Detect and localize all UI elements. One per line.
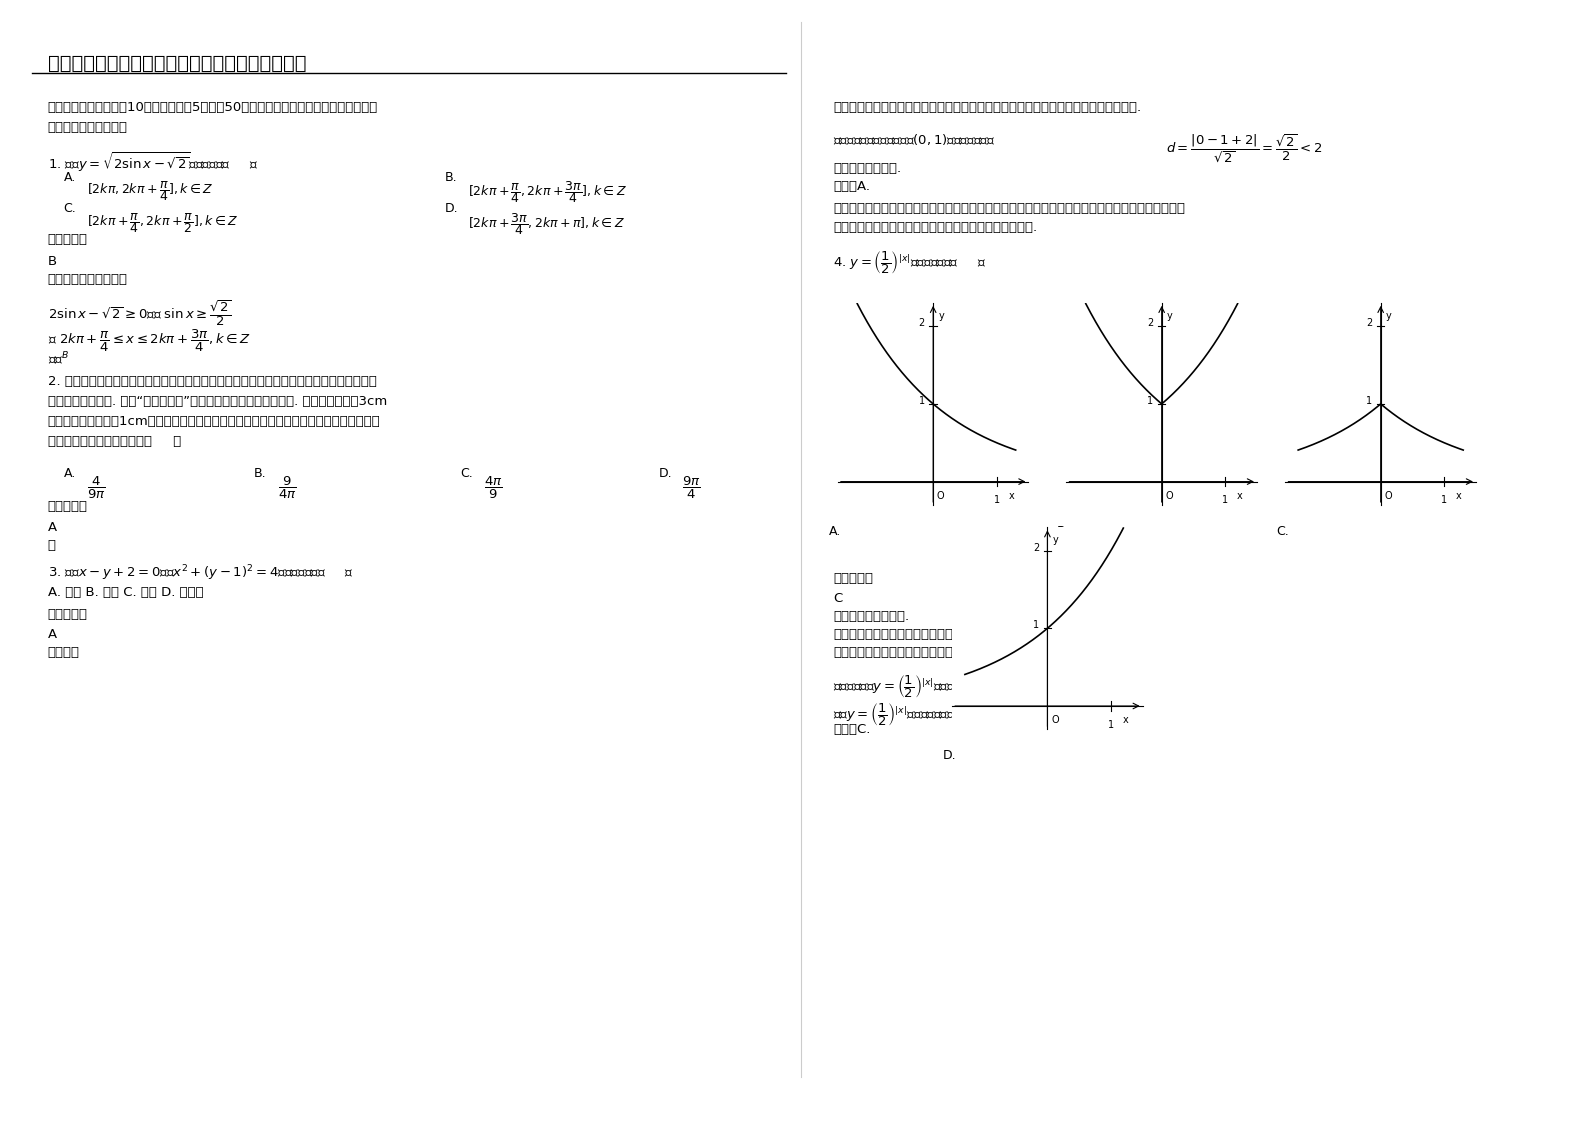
- Text: 【详解】由题意，可得圆心$(0,1)$到直线的距离为: 【详解】由题意，可得圆心$(0,1)$到直线的距离为: [833, 132, 995, 147]
- Text: 参考答案：: 参考答案：: [48, 608, 87, 622]
- Text: 【解答】解：$y=\left(\dfrac{1}{2}\right)^{|x|}$是偶函数，当$x>0$时，可得$y=\left(\dfrac{1}{2}\ri: 【解答】解：$y=\left(\dfrac{1}{2}\right)^{|x|}…: [833, 673, 1122, 700]
- Text: 1: 1: [1366, 396, 1373, 406]
- Text: $d=\dfrac{|0-1+2|}{\sqrt{2}}=\dfrac{\sqrt{2}}{2}<2$: $d=\dfrac{|0-1+2|}{\sqrt{2}}=\dfrac{\sqr…: [1166, 132, 1324, 165]
- Text: $[2k\pi, 2k\pi+\dfrac{\pi}{4}], k\in Z$: $[2k\pi, 2k\pi+\dfrac{\pi}{4}], k\in Z$: [87, 180, 214, 203]
- Text: $[2k\pi+\dfrac{\pi}{4}, 2k\pi+\dfrac{\pi}{2}], k\in Z$: $[2k\pi+\dfrac{\pi}{4}, 2k\pi+\dfrac{\pi…: [87, 211, 238, 234]
- Text: A: A: [48, 521, 57, 534]
- Text: 江西省新余市钤峰中学高一数学理模拟试题含解析: 江西省新余市钤峰中学高一数学理模拟试题含解析: [48, 54, 306, 73]
- Text: B.: B.: [254, 467, 267, 480]
- Text: 1: 1: [1147, 396, 1154, 406]
- Text: O: O: [936, 490, 944, 500]
- Text: 1: 1: [1108, 719, 1114, 729]
- Text: 所以直线与圆相交.: 所以直线与圆相交.: [833, 162, 901, 175]
- Text: D.: D.: [444, 202, 459, 215]
- Text: C.: C.: [1276, 525, 1289, 539]
- Text: 1: 1: [1441, 495, 1447, 505]
- Text: A: A: [48, 628, 57, 642]
- Text: C.: C.: [460, 467, 473, 480]
- Text: O: O: [1051, 715, 1059, 725]
- Text: $\dfrac{4}{9\pi}$: $\dfrac{4}{9\pi}$: [87, 475, 106, 500]
- Text: D.: D.: [659, 467, 673, 480]
- Text: $[2k\pi+\dfrac{3\pi}{4}, 2k\pi+\pi], k\in Z$: $[2k\pi+\dfrac{3\pi}{4}, 2k\pi+\pi], k\i…: [468, 211, 625, 237]
- Text: A. 相交 B. 相切 C. 相离 D. 不确定: A. 相交 B. 相切 C. 相离 D. 不确定: [48, 586, 203, 599]
- Text: y: y: [1052, 535, 1059, 545]
- Text: B.: B.: [1057, 525, 1070, 539]
- Text: 要求函数的定义域，则: 要求函数的定义域，则: [48, 273, 127, 286]
- Text: B: B: [48, 255, 57, 268]
- Text: 则 $2k\pi+\dfrac{\pi}{4}\leq x\leq 2k\pi+\dfrac{3\pi}{4}, k\in Z$: 则 $2k\pi+\dfrac{\pi}{4}\leq x\leq 2k\pi+…: [48, 328, 251, 353]
- Text: C.: C.: [63, 202, 76, 215]
- Text: 是一个符合题目要求的: 是一个符合题目要求的: [48, 121, 127, 135]
- Text: 1: 1: [919, 396, 925, 406]
- Text: 1: 1: [1222, 495, 1228, 505]
- Text: $2\sin x - \sqrt{2}\geq 0$，即 $\sin x\geq\dfrac{\sqrt{2}}{2}$: $2\sin x - \sqrt{2}\geq 0$，即 $\sin x\geq…: [48, 298, 232, 329]
- Text: 参考答案：: 参考答案：: [48, 233, 87, 247]
- Text: 4. $y=\left(\dfrac{1}{2}\right)^{|x|}$的函数图象是（     ）: 4. $y=\left(\dfrac{1}{2}\right)^{|x|}$的函…: [833, 249, 987, 276]
- Text: A.: A.: [828, 525, 841, 539]
- Text: 参考答案：: 参考答案：: [48, 500, 87, 514]
- Text: 钱孔入，而钱不湿. 可见“行行出状元”，卖油翁的技艺让人叹为观止. 若铜钱是直径为3cm: 钱孔入，而钱不湿. 可见“行行出状元”，卖油翁的技艺让人叹为观止. 若铜钱是直径…: [48, 395, 387, 408]
- Text: y: y: [1385, 311, 1392, 321]
- Text: 【专题】计算题；规律型；函数思想；方程思想；函数的性质及应用.: 【专题】计算题；规律型；函数思想；方程思想；函数的性质及应用.: [833, 628, 1078, 642]
- Text: 所以$y=\left(\dfrac{1}{2}\right)^{|x|}$的函数图象是：C.: 所以$y=\left(\dfrac{1}{2}\right)^{|x|}$的函数…: [833, 701, 968, 728]
- Text: y: y: [1166, 311, 1173, 321]
- Text: O: O: [1384, 490, 1392, 500]
- Text: 略: 略: [48, 539, 56, 552]
- Text: 1. 函数$y=\sqrt{2\sin x-\sqrt{2}}$的定义域为（     ）: 1. 函数$y=\sqrt{2\sin x-\sqrt{2}}$的定义域为（ ）: [48, 150, 259, 174]
- Text: 是解答的关键，着重考查了推理与计算能力，属于基础题.: 是解答的关键，着重考查了推理与计算能力，属于基础题.: [833, 221, 1038, 234]
- Text: x: x: [1236, 490, 1243, 500]
- Text: 不计）正好落入孔中的概率（     ）: 不计）正好落入孔中的概率（ ）: [48, 435, 181, 449]
- Text: 3. 直线$x-y+2=0$与圆$x^2+(y-1)^2=4$的位置关系是（     ）: 3. 直线$x-y+2=0$与圆$x^2+(y-1)^2=4$的位置关系是（ ）: [48, 563, 354, 582]
- Text: 2: 2: [1033, 543, 1039, 553]
- Text: 【分析】: 【分析】: [48, 646, 79, 660]
- Text: B.: B.: [444, 171, 457, 184]
- Text: x: x: [1455, 490, 1462, 500]
- Text: y: y: [938, 311, 944, 321]
- Text: A.: A.: [63, 171, 76, 184]
- Text: O: O: [1165, 490, 1173, 500]
- Text: 的圆，中间有边长为1cm的正方形孔，若你随机向铜钱上滴一滴油，则油（油滴的大小忽略: 的圆，中间有边长为1cm的正方形孔，若你随机向铜钱上滴一滴油，则油（油滴的大小忽…: [48, 415, 381, 429]
- Text: 参考答案：: 参考答案：: [833, 572, 873, 586]
- Text: x: x: [1122, 715, 1128, 725]
- Text: 【分析】判断函数的奇偶性，利用指数函数的性质判断即可.: 【分析】判断函数的奇偶性，利用指数函数的性质判断即可.: [833, 646, 1046, 660]
- Text: 求得圆心到直线的距离，然后和圆的半径比较大小，从而判定两者位置关系，得到答案.: 求得圆心到直线的距离，然后和圆的半径比较大小，从而判定两者位置关系，得到答案.: [833, 101, 1141, 114]
- Text: C: C: [833, 592, 843, 606]
- Text: 故选$^B$: 故选$^B$: [48, 350, 68, 367]
- Text: 【考点】函数的图象.: 【考点】函数的图象.: [833, 610, 909, 624]
- Text: $\dfrac{9}{4\pi}$: $\dfrac{9}{4\pi}$: [278, 475, 297, 500]
- Text: 故选：A.: 故选：A.: [833, 180, 870, 193]
- Text: D.: D.: [943, 749, 957, 763]
- Text: 1: 1: [1033, 620, 1039, 631]
- Text: x: x: [1008, 490, 1014, 500]
- Text: $\dfrac{9\pi}{4}$: $\dfrac{9\pi}{4}$: [682, 475, 701, 500]
- Text: $\dfrac{4\pi}{9}$: $\dfrac{4\pi}{9}$: [484, 475, 503, 500]
- Text: 【点睛】本题主要考查了直线与圆的位置关系判定，其中解答中熟记直线与圆的位置关系的判定方法: 【点睛】本题主要考查了直线与圆的位置关系判定，其中解答中熟记直线与圆的位置关系的…: [833, 202, 1185, 215]
- Text: 2: 2: [919, 319, 925, 329]
- Text: 1: 1: [993, 495, 1000, 505]
- Text: 2: 2: [1147, 319, 1154, 329]
- Text: 2: 2: [1366, 319, 1373, 329]
- Text: 2. 欧阳修《卖油翁》中写到：（翁）乃取一葫芦置于地，以钱覆其口，徐以杓酌油沥之，自: 2. 欧阳修《卖油翁》中写到：（翁）乃取一葫芦置于地，以钱覆其口，徐以杓酌油沥之…: [48, 375, 376, 388]
- Text: 故选：C.: 故选：C.: [833, 723, 871, 736]
- Text: A.: A.: [63, 467, 76, 480]
- Text: 一、选择题：本大题共10小题，每小题5分，共50分。在每小题给出的四个选项中，只有: 一、选择题：本大题共10小题，每小题5分，共50分。在每小题给出的四个选项中，只…: [48, 101, 378, 114]
- Text: $[2k\pi+\dfrac{\pi}{4}, 2k\pi+\dfrac{3\pi}{4}], k\in Z$: $[2k\pi+\dfrac{\pi}{4}, 2k\pi+\dfrac{3\p…: [468, 180, 627, 205]
